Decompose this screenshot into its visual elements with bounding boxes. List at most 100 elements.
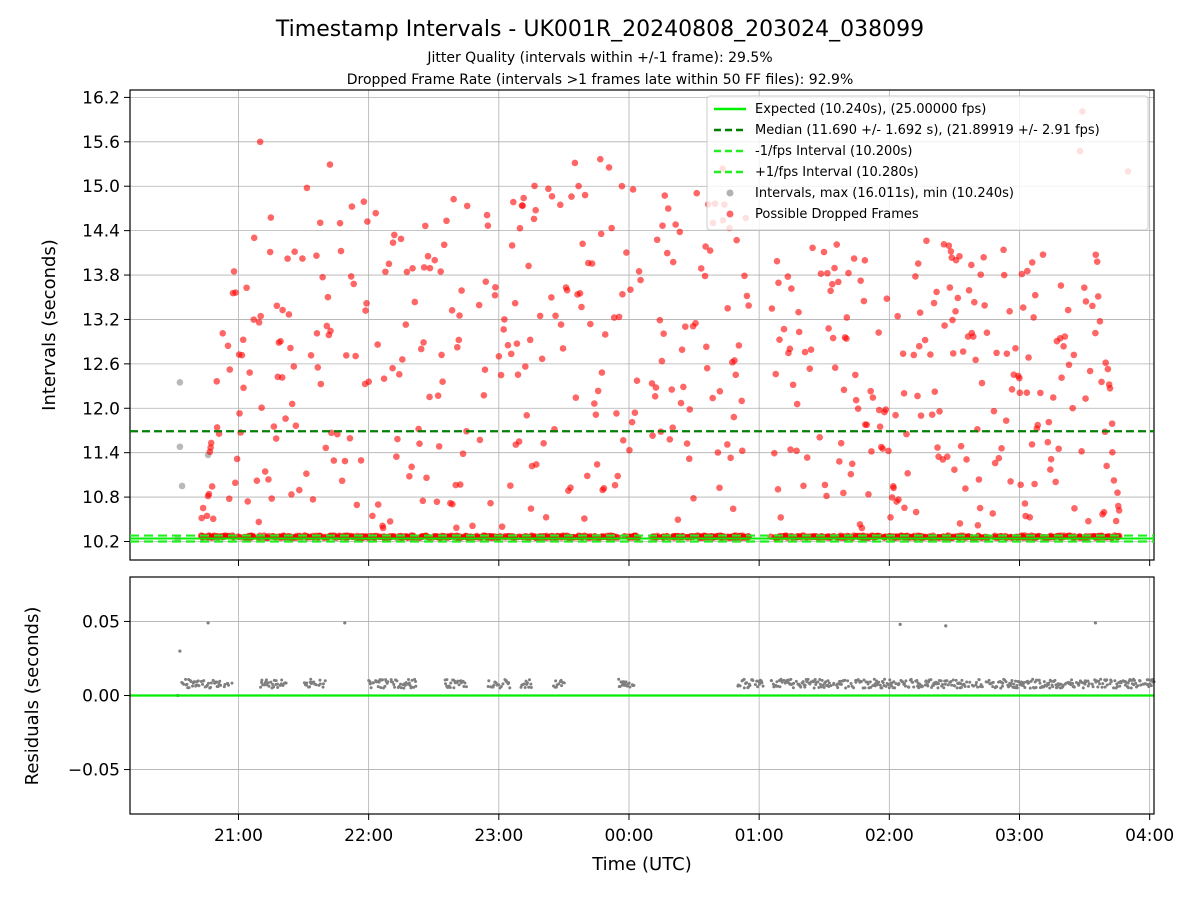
residual-point-504 bbox=[1015, 683, 1019, 687]
dropped-frame-point-539 bbox=[676, 228, 684, 236]
dropped-frame-point-119 bbox=[307, 351, 315, 359]
dropped-frame-point-468 bbox=[601, 331, 609, 338]
residual-point-467 bbox=[976, 685, 980, 689]
dropped-frame-point-198 bbox=[374, 341, 381, 348]
residual-point-527 bbox=[1034, 678, 1038, 682]
dropped-frame-point-1009 bbox=[1078, 448, 1085, 455]
dropped-frame-point-348 bbox=[504, 341, 512, 349]
dropped-frame-point-300 bbox=[458, 287, 465, 294]
residual-point-75 bbox=[284, 681, 288, 685]
residual-point-336 bbox=[844, 686, 848, 690]
dropped-frame-point-256 bbox=[426, 393, 433, 401]
residual-point-338 bbox=[847, 684, 851, 688]
dropped-frame-point-917 bbox=[1003, 350, 1011, 357]
residual-point-377 bbox=[888, 678, 892, 682]
dropped-frame-point-391 bbox=[536, 312, 544, 320]
dropped-frame-point-40 bbox=[231, 479, 239, 487]
dropped-frame-point-192 bbox=[369, 512, 376, 520]
residual-point-30 bbox=[209, 685, 213, 689]
residual-point-3 bbox=[184, 677, 188, 681]
dropped-frame-point-878 bbox=[969, 333, 977, 340]
residual-point-148 bbox=[445, 678, 449, 682]
dropped-frame-point-121 bbox=[309, 496, 317, 503]
dropped-frame-point-373 bbox=[523, 412, 531, 419]
dropped-frame-point-741 bbox=[861, 257, 869, 264]
dropped-frame-point-643 bbox=[776, 336, 783, 343]
residual-point-375 bbox=[887, 683, 891, 687]
dropped-frame-point-835 bbox=[936, 408, 943, 415]
residual-point-259 bbox=[770, 679, 774, 683]
dropped-frame-point-717 bbox=[843, 314, 851, 321]
dropped-frame-point-607 bbox=[729, 505, 737, 513]
residual-point-448 bbox=[955, 686, 959, 690]
residual-point-319 bbox=[826, 679, 830, 683]
dropped-frame-point-187 bbox=[364, 218, 371, 225]
residual-point-43 bbox=[223, 682, 227, 686]
dropped-frame-point-966 bbox=[1039, 251, 1047, 258]
dropped-frame-point-956 bbox=[1030, 314, 1037, 321]
dropped-frame-point-906 bbox=[995, 454, 1003, 462]
residual-point-628 bbox=[1132, 679, 1136, 683]
dropped-frame-point-383 bbox=[531, 182, 538, 190]
residual-point-223 bbox=[624, 680, 628, 684]
dropped-frame-point-668 bbox=[801, 348, 809, 356]
dropped-frame-point-1017 bbox=[1089, 302, 1096, 310]
residual-point-98 bbox=[368, 682, 372, 686]
residual-point-120 bbox=[391, 680, 395, 684]
dropped-frame-point-135 bbox=[323, 322, 331, 330]
residual-point-139 bbox=[409, 685, 413, 689]
residual-point-267 bbox=[778, 685, 782, 689]
intervals-y-tick-label-7: 14.4 bbox=[82, 222, 120, 242]
residual-point-234 bbox=[738, 684, 742, 688]
residual-point-610 bbox=[1118, 684, 1122, 688]
residual-point-65 bbox=[274, 679, 278, 683]
residual-point-351 bbox=[863, 686, 867, 690]
dropped-frame-point-650 bbox=[784, 273, 792, 280]
dropped-frame-point-344 bbox=[501, 316, 508, 323]
dropped-frame-point-857 bbox=[952, 308, 959, 315]
intervals-y-tick-label-4: 12.6 bbox=[82, 355, 120, 375]
residual-point-515 bbox=[1023, 685, 1027, 689]
residual-point-207 bbox=[557, 682, 561, 686]
residual-point-136 bbox=[407, 681, 411, 685]
residual-point-465 bbox=[974, 683, 978, 687]
dropped-frame-point-270 bbox=[437, 268, 444, 275]
dropped-frame-point-486 bbox=[619, 290, 626, 298]
residual-point-439 bbox=[945, 679, 949, 683]
residual-point-59 bbox=[269, 680, 273, 684]
dropped-frame-point-620 bbox=[738, 397, 746, 405]
residual-point-122 bbox=[393, 685, 397, 689]
residual-point-350 bbox=[862, 678, 866, 682]
chart-subtitle-dropped: Dropped Frame Rate (intervals >1 frames … bbox=[347, 72, 854, 88]
residual-point-91 bbox=[318, 678, 322, 682]
dropped-frame-point-172 bbox=[352, 352, 359, 360]
dropped-frame-point-750 bbox=[868, 448, 875, 455]
dropped-frame-point-952 bbox=[1028, 441, 1036, 448]
dropped-frame-point-83 bbox=[273, 302, 281, 310]
dropped-frame-point-147 bbox=[330, 457, 338, 464]
residual-point-182 bbox=[501, 682, 505, 686]
dropped-frame-point-133 bbox=[322, 444, 330, 452]
dropped-frame-point-313 bbox=[475, 301, 483, 309]
residual-point-469 bbox=[977, 678, 981, 682]
dropped-frame-point-92 bbox=[279, 306, 286, 314]
dropped-frame-point-363 bbox=[514, 371, 522, 379]
dropped-frame-point-227 bbox=[399, 356, 406, 363]
dropped-frame-point-1037 bbox=[1103, 462, 1110, 470]
dropped-frame-point-568 bbox=[702, 243, 709, 250]
residual-point-579 bbox=[1083, 682, 1087, 686]
residual-point-41 bbox=[219, 683, 223, 687]
dropped-frame-point-997 bbox=[1065, 361, 1073, 369]
residual-point-225 bbox=[625, 684, 629, 688]
dropped-frame-point-976 bbox=[1047, 455, 1055, 463]
residual-point-604 bbox=[1112, 686, 1116, 690]
residual-point-595 bbox=[1101, 682, 1105, 686]
residuals-x-tick-label-1: 22:00 bbox=[344, 826, 393, 846]
dropped-frame-point-503 bbox=[633, 377, 641, 384]
dropped-frame-point-979 bbox=[1052, 478, 1059, 486]
residual-point-312 bbox=[820, 678, 824, 682]
dropped-frame-point-846 bbox=[945, 242, 953, 249]
residual-point-291 bbox=[801, 680, 805, 684]
dropped-frame-point-1003 bbox=[1070, 351, 1078, 359]
residual-point-447 bbox=[954, 678, 958, 682]
